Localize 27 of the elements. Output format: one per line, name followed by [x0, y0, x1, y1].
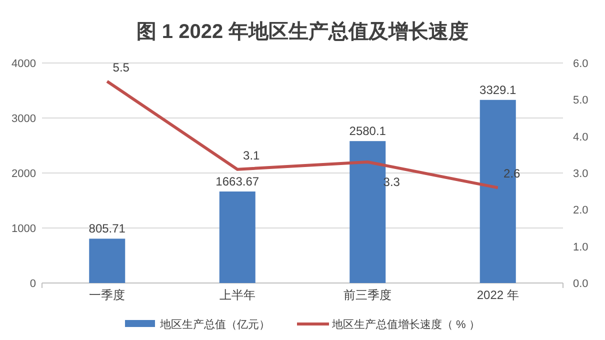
data-label: 3.1	[243, 148, 260, 162]
legend-label: 地区生产总值（亿元）	[159, 318, 270, 331]
data-label: 5.5	[112, 60, 130, 74]
y2-tick-label: 6.0	[573, 58, 588, 70]
y2-tick-label: 0.0	[573, 278, 588, 290]
x-tick-label: 前三季度	[344, 288, 392, 302]
y2-tick-label: 2.0	[573, 204, 588, 217]
x-tick-label: 上半年	[219, 288, 256, 302]
x-tick-label: 一季度	[89, 288, 126, 302]
data-label: 3329.1	[480, 82, 517, 97]
y-tick-label: 1000	[12, 223, 36, 235]
y-tick-label: 0	[30, 278, 36, 290]
data-label: 805.71	[88, 222, 126, 236]
y2-tick-label: 4.0	[573, 131, 588, 144]
chart-title: 图 1 2022 年地区生产总值及增长速度	[136, 20, 469, 43]
y2-tick-label: 1.0	[573, 241, 588, 254]
legend-label: 地区生产总值增长速度（ % ）	[331, 318, 480, 331]
y2-tick-label: 3.0	[573, 168, 588, 180]
y-tick-label: 2000	[12, 168, 36, 180]
data-label: 2580.1	[349, 124, 386, 138]
y-tick-label: 4000	[12, 58, 36, 70]
bar	[89, 238, 126, 283]
x-tick-label: 2022 年	[476, 288, 519, 302]
bar	[219, 192, 256, 283]
y-tick-label: 3000	[12, 113, 36, 125]
y2-tick-label: 5.0	[573, 94, 588, 107]
data-label: 1663.67	[216, 174, 260, 188]
